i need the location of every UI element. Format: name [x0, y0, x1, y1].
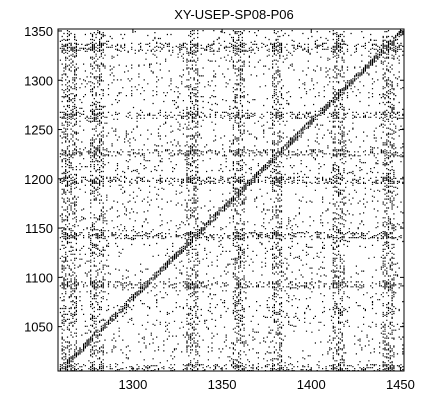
y-tick-label: 1200 [24, 172, 53, 187]
x-tick-label: 1400 [297, 377, 326, 392]
y-tick-label: 1250 [24, 123, 53, 138]
recurrence-points [59, 30, 404, 372]
x-tick-label: 1300 [118, 377, 147, 392]
y-tick-label: 1350 [24, 24, 53, 39]
y-tick-label: 1300 [24, 73, 53, 88]
chart-title: XY-USEP-SP08-P06 [174, 7, 293, 22]
y-tick-label: 1150 [25, 221, 53, 236]
y-axis-ticks: 1050 1100 1150 1200 1250 1300 1350 [24, 24, 404, 335]
x-axis-ticks: 1300 1350 1400 1450 [118, 29, 415, 392]
plot-marks [59, 30, 404, 372]
y-tick-label: 1050 [24, 320, 53, 335]
y-tick-label: 1100 [25, 270, 53, 285]
x-tick-label: 1450 [386, 377, 415, 392]
x-tick-label: 1350 [208, 377, 237, 392]
plot-frame [57, 28, 405, 372]
